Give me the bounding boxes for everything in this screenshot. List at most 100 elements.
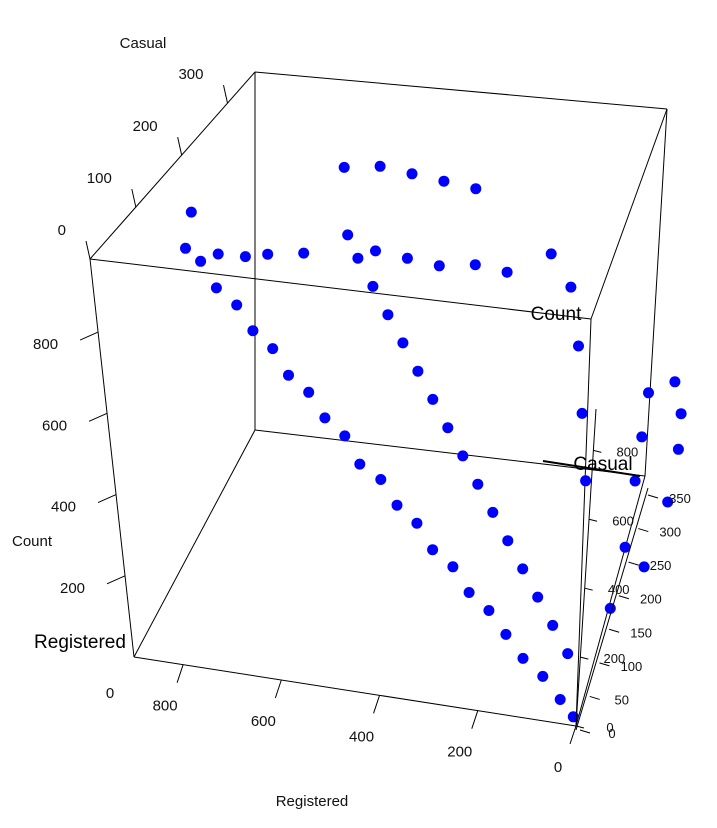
data-point xyxy=(636,431,648,443)
overlay-casual-tick xyxy=(618,595,630,600)
casual-tick xyxy=(177,137,183,156)
data-point xyxy=(267,343,279,355)
overlay-registered-tick xyxy=(588,518,598,522)
data-point xyxy=(457,450,469,462)
data-point xyxy=(576,407,588,419)
overlay-casual-line xyxy=(542,460,641,477)
casual-tick xyxy=(223,85,228,104)
edge-top-right xyxy=(590,108,668,320)
registered-tick-label: 600 xyxy=(251,713,276,730)
data-point xyxy=(382,309,394,321)
data-point xyxy=(487,506,499,518)
casual-tick-label: 200 xyxy=(133,118,158,135)
data-point xyxy=(427,544,439,556)
data-point xyxy=(501,266,513,278)
data-point xyxy=(573,340,584,352)
data-point xyxy=(472,478,484,490)
overlay-casual-tick xyxy=(638,528,649,533)
registered-tick xyxy=(569,725,577,745)
count-tick-label: 200 xyxy=(60,580,85,597)
overlay-casual-tick xyxy=(647,494,659,499)
overlay-casual-tick xyxy=(589,695,600,700)
overlay-casual-tick xyxy=(579,729,591,734)
overlay-registered-label: Registered xyxy=(34,632,126,653)
casual-tick-label: 100 xyxy=(87,170,112,187)
overlay-casual-tick-label: 50 xyxy=(614,692,628,707)
registered-tick xyxy=(373,695,381,714)
registered-tick xyxy=(176,664,184,683)
casual-tick xyxy=(85,240,91,260)
registered-tick-label: 0 xyxy=(554,759,562,776)
data-point xyxy=(247,325,259,337)
overlay-registered-tick-label: 400 xyxy=(608,582,630,597)
overlay-labels: 0200400600800050100150200250300350CountC… xyxy=(34,304,691,741)
data-point xyxy=(180,242,191,254)
data-point xyxy=(210,282,222,294)
data-point xyxy=(669,376,681,388)
data-point xyxy=(338,161,350,173)
overlay-casual-tick xyxy=(628,561,639,566)
registered-axis-title: Registered xyxy=(276,793,349,810)
data-point xyxy=(438,175,450,187)
data-point xyxy=(562,648,574,660)
count-zero-label: 0 xyxy=(106,685,114,702)
overlay-casual-tick-label: 300 xyxy=(659,525,681,540)
data-point xyxy=(367,280,379,292)
data-point xyxy=(195,255,207,267)
data-point xyxy=(532,591,544,603)
registered-tick-label: 200 xyxy=(447,744,472,761)
overlay-casual-tick-label: 250 xyxy=(650,558,672,573)
edge-top-left xyxy=(89,71,256,260)
overlay-registered-tick xyxy=(593,449,602,453)
data-point xyxy=(239,251,251,263)
edge-front-right xyxy=(575,318,592,727)
overlay-registered-axis xyxy=(575,408,597,727)
data-point xyxy=(411,517,423,529)
data-point xyxy=(537,670,549,682)
data-point xyxy=(354,458,366,470)
count-tick xyxy=(97,494,117,504)
data-point xyxy=(447,561,459,573)
overlay-registered-tick xyxy=(584,587,593,591)
data-point xyxy=(319,412,331,424)
casual-axis-title: Casual xyxy=(120,35,167,52)
data-point xyxy=(565,281,577,293)
data-point xyxy=(662,496,674,508)
overlay-casual-label: Casual xyxy=(573,454,632,475)
data-point xyxy=(643,387,654,399)
data-point xyxy=(231,299,243,311)
count-tick-label: 600 xyxy=(42,417,67,434)
data-point xyxy=(352,252,364,264)
data-point xyxy=(391,499,403,511)
registered-tick xyxy=(274,679,282,699)
registered-tick-label: 800 xyxy=(153,698,178,715)
data-point xyxy=(401,252,413,264)
registered-tick-label: 400 xyxy=(349,728,374,745)
overlay-registered-tick-label: 0 xyxy=(606,720,613,735)
count-tick xyxy=(106,575,126,585)
data-point xyxy=(283,369,294,381)
data-point xyxy=(212,248,224,260)
overlay-casual-axis xyxy=(575,487,649,731)
data-point xyxy=(675,408,687,420)
edge-front-bottom xyxy=(133,656,577,727)
edge-bottom-right xyxy=(575,475,646,727)
overlay-casual-tick-label: 0 xyxy=(608,726,615,741)
data-point xyxy=(370,245,381,257)
data-points xyxy=(180,160,687,723)
overlay-casual-tick-label: 100 xyxy=(621,659,643,674)
data-point xyxy=(629,475,641,487)
data-point xyxy=(470,183,482,195)
registered-tick xyxy=(471,710,479,729)
data-point xyxy=(303,386,315,398)
data-point xyxy=(517,563,529,575)
data-point xyxy=(342,229,354,241)
edge-bottom-left xyxy=(133,429,256,658)
data-point xyxy=(547,619,559,631)
data-point xyxy=(500,628,512,640)
data-point xyxy=(545,248,557,260)
data-point xyxy=(463,587,475,598)
overlay-registered-tick xyxy=(580,656,589,660)
data-point xyxy=(604,602,616,614)
